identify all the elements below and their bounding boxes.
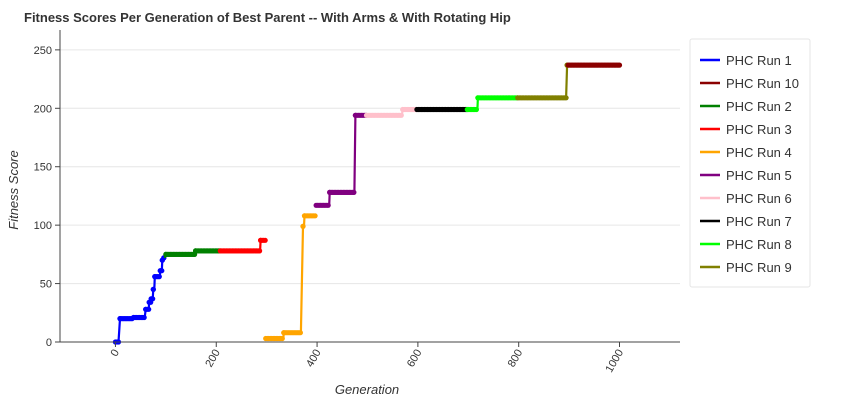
series-point bbox=[312, 213, 318, 219]
legend-label: PHC Run 2 bbox=[726, 99, 792, 114]
chart-title: Fitness Scores Per Generation of Best Pa… bbox=[24, 10, 511, 25]
legend-label: PHC Run 8 bbox=[726, 237, 792, 252]
series-point bbox=[398, 112, 404, 118]
series-point bbox=[156, 274, 162, 280]
series-point bbox=[141, 314, 147, 321]
legend-label: PHC Run 9 bbox=[726, 260, 792, 275]
series-point bbox=[150, 296, 156, 302]
series-point bbox=[473, 106, 479, 113]
series-point bbox=[297, 330, 303, 336]
y-tick-label: 50 bbox=[40, 279, 52, 291]
series-point bbox=[159, 268, 165, 274]
series-point bbox=[325, 202, 331, 208]
legend: PHC Run 1 PHC Run 10 PHC Run 2 PHC Run 3 PHC… bbox=[689, 38, 811, 288]
legend-label: PHC Run 4 bbox=[726, 145, 792, 160]
plot-area bbox=[112, 62, 623, 345]
series-point bbox=[563, 95, 569, 101]
series-point bbox=[351, 189, 357, 195]
series-point bbox=[616, 62, 623, 68]
gridlines bbox=[60, 49, 680, 285]
series-line bbox=[115, 256, 165, 344]
series-point bbox=[257, 248, 263, 254]
series-point bbox=[150, 286, 156, 292]
x-tick-label: 200 bbox=[203, 348, 223, 370]
axes: 0 50 100 150 200 250 0 200 400 600 800 1000 bbox=[34, 30, 680, 375]
x-tick-label: 800 bbox=[506, 348, 526, 370]
y-tick-label: 100 bbox=[34, 220, 52, 232]
series-point bbox=[279, 335, 285, 342]
series-point bbox=[300, 223, 306, 229]
legend-label: PHC Run 5 bbox=[726, 168, 792, 183]
y-tick-label: 250 bbox=[34, 45, 52, 57]
y-axis-label: Fitness Score bbox=[6, 150, 21, 229]
x-axis-label: Generation bbox=[335, 382, 399, 397]
x-tick-label: 1000 bbox=[603, 348, 626, 375]
y-tick-label: 150 bbox=[34, 162, 52, 174]
series-line bbox=[517, 63, 569, 99]
y-tick-label: 200 bbox=[34, 103, 52, 115]
x-tick-label: 400 bbox=[304, 348, 324, 370]
series-point bbox=[146, 306, 152, 312]
legend-label: PHC Run 7 bbox=[726, 214, 792, 229]
legend-label: PHC Run 3 bbox=[726, 122, 792, 137]
x-tick-label: 600 bbox=[405, 348, 425, 370]
legend-box bbox=[689, 38, 811, 288]
series-line bbox=[265, 214, 316, 340]
legend-label: PHC Run 6 bbox=[726, 191, 792, 206]
legend-label: PHC Run 1 bbox=[726, 53, 792, 68]
series-point bbox=[262, 237, 268, 243]
x-tick-label: 0 bbox=[109, 348, 122, 359]
legend-label: PHC Run 10 bbox=[726, 76, 799, 91]
y-tick-label: 0 bbox=[46, 337, 52, 349]
